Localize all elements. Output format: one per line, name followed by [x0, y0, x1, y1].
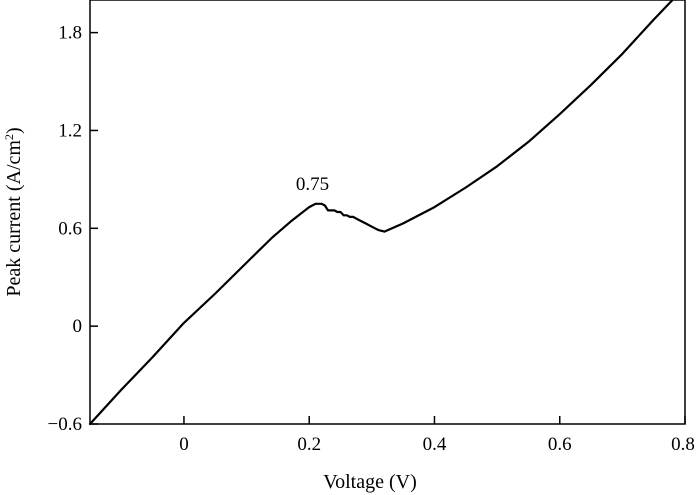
y-axis-title-main: Peak current (A/cm	[3, 140, 25, 297]
y-tick-label: 0	[73, 316, 83, 337]
y-tick-label: 1.2	[58, 120, 82, 141]
y-tick-label: 1.8	[58, 23, 82, 44]
plot-frame	[89, 0, 686, 425]
peak-annotation: 0.75	[296, 174, 329, 195]
y-tick-label: 0.6	[58, 218, 82, 239]
y-axis-title: Peak current (A/cm2)	[2, 127, 25, 296]
y-axis-title-close: )	[3, 127, 25, 134]
x-tick-label: 0.6	[548, 434, 572, 455]
x-tick-label: 0.2	[297, 434, 321, 455]
x-tick-label: 0.4	[423, 434, 447, 455]
y-tick-label: −0.6	[48, 414, 82, 435]
x-axis-title: Voltage (V)	[323, 471, 417, 493]
series-line	[88, 0, 674, 426]
y-axis-ticks: −0.6 0 0.6 1.2 1.8	[48, 23, 98, 435]
y-axis-title-sup: 2	[2, 134, 16, 140]
x-tick-label: 0	[179, 434, 189, 455]
x-tick-label: 0.8	[671, 434, 695, 455]
x-axis-ticks: 0 0.2 0.4 0.6 0.8	[179, 416, 695, 455]
